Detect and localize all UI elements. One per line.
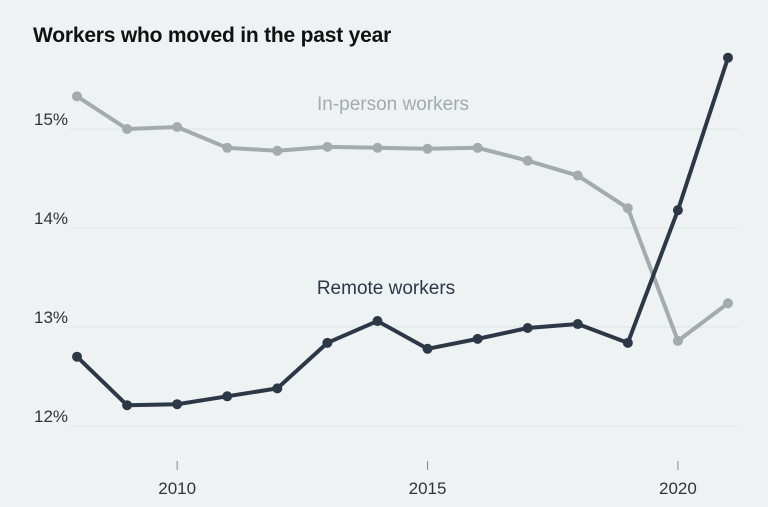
- data-point: [622, 203, 633, 214]
- x-axis: 2010 2015 2020: [158, 461, 697, 498]
- data-point: [172, 122, 183, 133]
- data-point: [672, 335, 683, 346]
- data-point: [522, 322, 533, 333]
- y-tick-label: 14%: [34, 209, 68, 228]
- data-point: [172, 399, 183, 410]
- data-point: [122, 400, 133, 411]
- data-point: [72, 91, 82, 102]
- data-point: [372, 316, 383, 327]
- x-tick-label: 2010: [158, 479, 196, 498]
- grid-lines: 12% 13% 14% 15%: [34, 110, 738, 427]
- data-point: [422, 343, 433, 354]
- data-point: [723, 52, 733, 63]
- y-tick-label: 12%: [34, 407, 68, 426]
- data-point: [322, 337, 333, 348]
- data-point: [472, 333, 483, 344]
- data-point: [222, 142, 233, 153]
- data-point: [422, 143, 433, 154]
- data-point: [272, 383, 283, 394]
- x-tick-label: 2015: [409, 479, 447, 498]
- series-remote: [72, 52, 733, 411]
- series-label: Remote workers: [317, 278, 455, 299]
- series-line: [75, 55, 730, 408]
- series-line: [75, 94, 730, 343]
- data-point: [622, 337, 633, 348]
- series-in-person: [72, 91, 733, 346]
- series-lines: [72, 52, 733, 411]
- series-labels: In-person workers Remote workers: [317, 94, 469, 299]
- data-point: [522, 155, 533, 166]
- data-point: [572, 319, 583, 330]
- series-label: In-person workers: [317, 94, 469, 115]
- y-tick-label: 13%: [34, 308, 68, 327]
- data-point: [272, 145, 283, 156]
- data-point: [672, 205, 683, 216]
- data-point: [472, 142, 483, 153]
- y-tick-label: 15%: [34, 110, 68, 129]
- data-point: [222, 391, 233, 402]
- data-point: [72, 351, 82, 362]
- data-point: [122, 124, 133, 134]
- chart-title: Workers who moved in the past year: [33, 24, 392, 47]
- data-point: [572, 170, 583, 181]
- x-tick-label: 2020: [659, 479, 697, 498]
- data-point: [723, 298, 733, 309]
- data-point: [372, 142, 383, 153]
- data-point: [322, 141, 333, 152]
